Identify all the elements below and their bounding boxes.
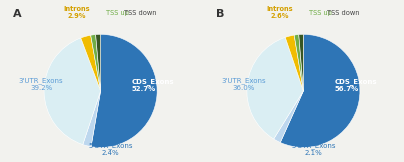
Wedge shape (299, 34, 303, 91)
Text: A: A (13, 9, 21, 19)
Wedge shape (83, 91, 101, 147)
Text: Introns
2.6%: Introns 2.6% (266, 6, 293, 18)
Wedge shape (280, 34, 360, 147)
Text: TSS up: TSS up (309, 10, 332, 16)
Text: TSS down: TSS down (124, 10, 157, 16)
Title: READ DISTRIBUTION ON THE GENOME: READ DISTRIBUTION ON THE GENOME (227, 0, 379, 2)
Text: TSS down: TSS down (327, 10, 360, 16)
Wedge shape (44, 38, 101, 145)
Text: B: B (216, 9, 224, 19)
Wedge shape (274, 91, 303, 143)
Wedge shape (91, 34, 157, 147)
Text: CDS_Exons
52.7%: CDS_Exons 52.7% (132, 78, 175, 92)
Wedge shape (91, 35, 101, 91)
Wedge shape (294, 35, 303, 91)
Text: 5'UTR_Exons
2.4%: 5'UTR_Exons 2.4% (88, 142, 133, 156)
Text: CDS_Exons
56.7%: CDS_Exons 56.7% (335, 78, 377, 92)
Wedge shape (81, 35, 101, 91)
Text: 5'UTR_Exons
2.1%: 5'UTR_Exons 2.1% (291, 142, 336, 156)
Title: READ DISTRIBUTION ON THE GENOME: READ DISTRIBUTION ON THE GENOME (25, 0, 177, 2)
Text: 3'UTR_Exons
39.2%: 3'UTR_Exons 39.2% (19, 77, 63, 91)
Text: 3'UTR_Exons
36.0%: 3'UTR_Exons 36.0% (222, 77, 266, 91)
Text: TSS up: TSS up (106, 10, 129, 16)
Wedge shape (96, 34, 101, 91)
Wedge shape (247, 37, 303, 139)
Wedge shape (285, 35, 303, 91)
Text: Introns
2.9%: Introns 2.9% (63, 6, 90, 18)
